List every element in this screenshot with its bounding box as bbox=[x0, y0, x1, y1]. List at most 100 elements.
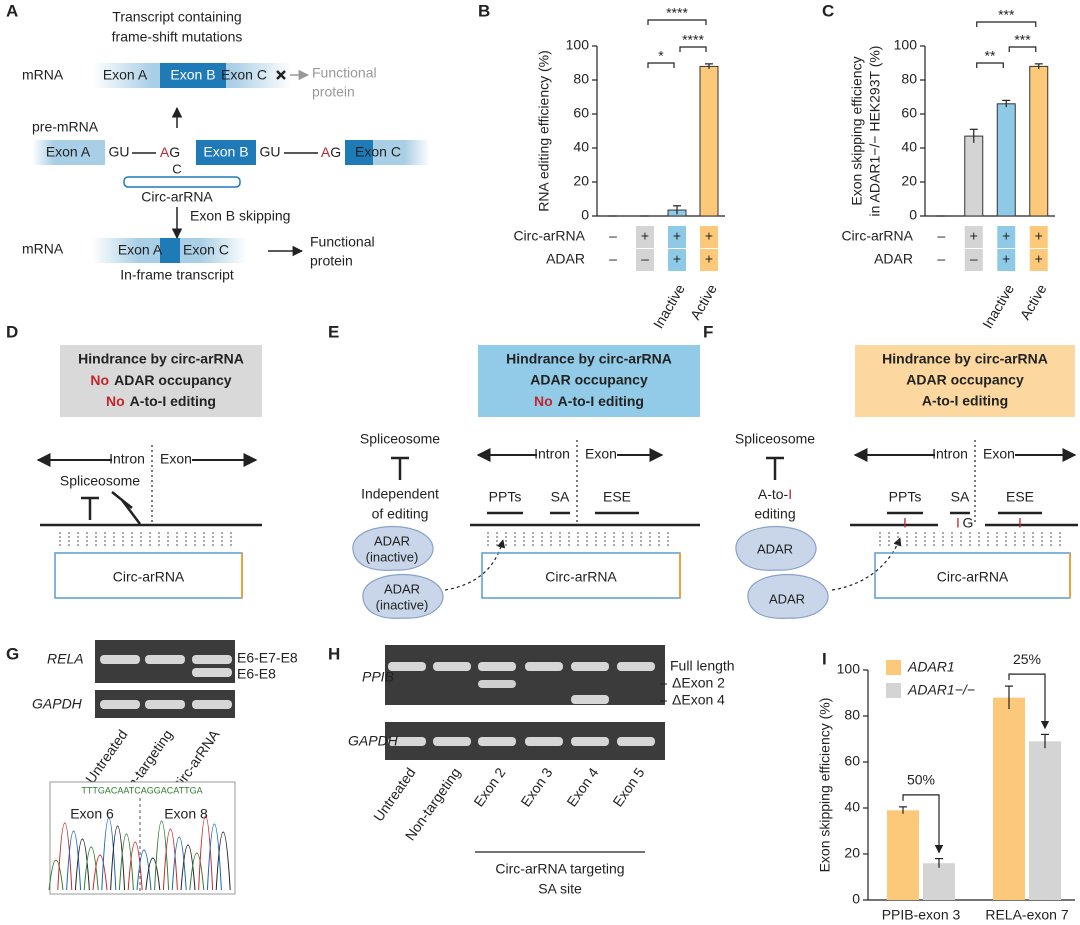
trace bbox=[136, 849, 152, 891]
condition-label: Circ-arRNA bbox=[513, 228, 585, 244]
label: Circ-arRNA targeting bbox=[495, 861, 624, 877]
y-tick-label: 0 bbox=[852, 891, 860, 907]
condition-cell bbox=[668, 226, 686, 248]
line bbox=[276, 70, 286, 80]
inosine: I bbox=[956, 515, 960, 531]
label: Exon A bbox=[46, 144, 91, 160]
y-axis-label: in ADAR1−/− HEK293T (%) bbox=[867, 46, 883, 217]
label: Circ-arRNA bbox=[937, 569, 1009, 585]
significance: *** bbox=[998, 7, 1015, 23]
trace bbox=[118, 833, 134, 891]
condition-cell bbox=[636, 226, 654, 248]
legend-label: ADAR1−/− bbox=[907, 682, 975, 698]
label-part: A bbox=[160, 144, 170, 160]
x-tick-label: RELA-exon 7 bbox=[985, 907, 1068, 923]
box bbox=[196, 140, 256, 165]
label: PPTs bbox=[889, 489, 922, 505]
bar bbox=[699, 65, 719, 217]
adar-protein bbox=[352, 525, 434, 571]
gel-band bbox=[145, 700, 185, 709]
trace bbox=[110, 825, 126, 891]
trace bbox=[180, 844, 196, 891]
gel-band bbox=[571, 695, 609, 704]
label: ESE bbox=[603, 489, 631, 505]
gel-band bbox=[192, 668, 232, 677]
condition-sign: – bbox=[937, 228, 945, 244]
condition-sign: – bbox=[937, 251, 945, 267]
label: mRNA bbox=[22, 67, 64, 83]
condition-sign: – bbox=[609, 251, 617, 267]
label-part: ADAR occupancy bbox=[114, 372, 232, 388]
gel-band bbox=[192, 655, 232, 664]
label: G bbox=[963, 515, 974, 531]
label: Exon 6 bbox=[70, 806, 114, 822]
inosine: I bbox=[903, 515, 907, 531]
panel-label: D bbox=[6, 322, 18, 341]
trace bbox=[127, 841, 143, 891]
shape bbox=[831, 537, 902, 591]
label: Exon bbox=[983, 446, 1015, 462]
condition-sign: – bbox=[970, 251, 978, 267]
trace bbox=[92, 854, 108, 891]
label: Exon 8 bbox=[164, 806, 208, 822]
sig-bracket bbox=[976, 21, 1037, 27]
label: RELA bbox=[47, 651, 84, 667]
gel-band bbox=[478, 680, 516, 688]
label: ΔExon 2 bbox=[672, 675, 725, 691]
change-arrow bbox=[902, 794, 944, 854]
trace bbox=[206, 823, 222, 891]
condition-cell bbox=[964, 226, 983, 248]
significance: * bbox=[658, 48, 664, 64]
label: pre-mRNA bbox=[32, 119, 99, 135]
lane-label: Untreated bbox=[82, 727, 130, 787]
gel-band bbox=[525, 662, 563, 671]
trace bbox=[66, 830, 82, 891]
lane-label: Exon 5 bbox=[609, 764, 647, 809]
panel-label: C bbox=[822, 1, 834, 20]
lane-label: Untreated bbox=[370, 765, 418, 825]
y-tick-label: 20 bbox=[573, 173, 589, 189]
trace bbox=[198, 815, 214, 891]
label: Circ-arRNA bbox=[545, 569, 617, 585]
inosine: I bbox=[1018, 515, 1022, 531]
condition-sign: + bbox=[705, 251, 713, 267]
condition-cell bbox=[668, 249, 686, 271]
significance: *** bbox=[1014, 32, 1031, 48]
significance: **** bbox=[666, 5, 688, 21]
label: (inactive) bbox=[376, 597, 429, 612]
y-tick-label: 60 bbox=[901, 105, 917, 121]
label: Exon C bbox=[183, 242, 229, 258]
info-box bbox=[60, 345, 262, 417]
y-tick-label: 80 bbox=[844, 707, 860, 723]
label-part: G bbox=[169, 144, 180, 160]
trace bbox=[189, 852, 205, 891]
y-tick-label: 40 bbox=[573, 139, 589, 155]
label: editing bbox=[754, 506, 795, 522]
bar bbox=[1029, 741, 1061, 900]
trace bbox=[162, 828, 178, 891]
label: A-to-I bbox=[758, 486, 792, 502]
condition-cell bbox=[964, 249, 983, 271]
legend-swatch bbox=[886, 683, 901, 698]
gel-band bbox=[388, 737, 426, 746]
y-tick-label: 40 bbox=[901, 139, 917, 155]
label: ADAR bbox=[757, 541, 793, 556]
label: protein bbox=[312, 84, 355, 100]
gel-band bbox=[478, 737, 516, 746]
label: ΔExon 4 bbox=[672, 692, 725, 708]
bar bbox=[887, 810, 919, 900]
condition-sign: + bbox=[1035, 228, 1043, 244]
significance: **** bbox=[682, 32, 704, 48]
label: SA site bbox=[538, 881, 582, 897]
adar-protein bbox=[747, 573, 829, 619]
gel-band bbox=[571, 737, 609, 746]
y-tick-label: 100 bbox=[894, 37, 918, 53]
annotation: 25% bbox=[1013, 651, 1041, 667]
adar-protein bbox=[362, 573, 444, 619]
label: C bbox=[172, 161, 181, 176]
x-tick-label: PPIB-exon 3 bbox=[882, 907, 961, 923]
label-part: I bbox=[788, 486, 792, 502]
label: Intron bbox=[534, 446, 570, 462]
gel-band bbox=[525, 737, 563, 746]
label: GAPDH bbox=[348, 733, 399, 749]
